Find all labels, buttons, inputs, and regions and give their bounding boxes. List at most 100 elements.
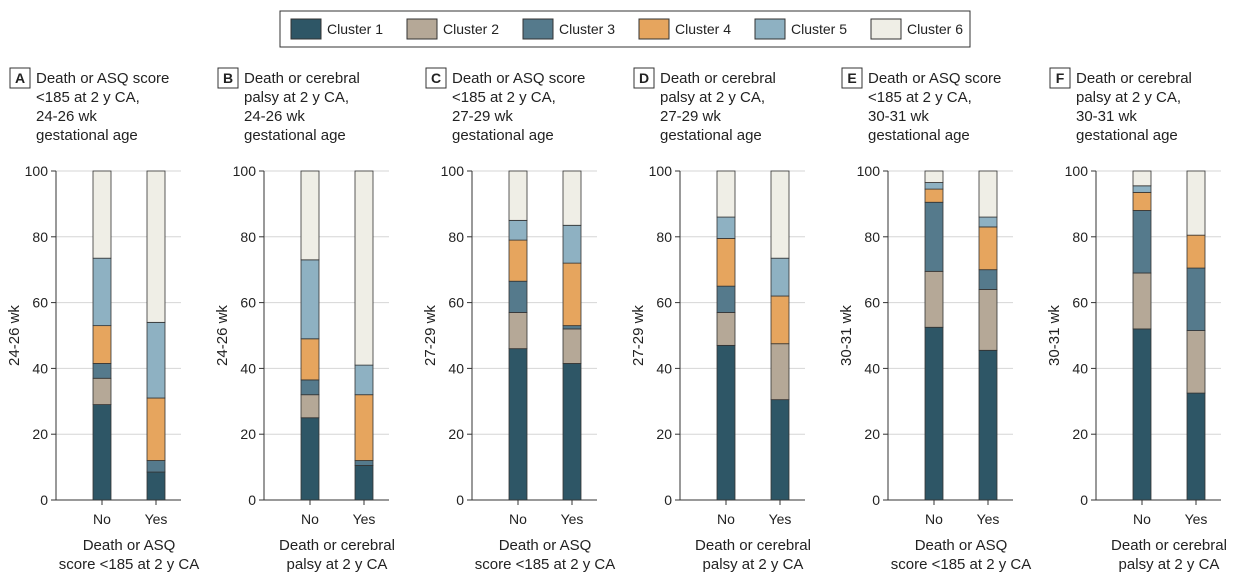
x-axis-label-line: Death or cerebral xyxy=(695,537,811,554)
x-tick-label: Yes xyxy=(353,511,376,527)
bar-segment xyxy=(562,325,582,330)
panel-title-line: 27-29 wk xyxy=(452,108,513,125)
x-tick-label: No xyxy=(93,511,111,527)
bar-segment xyxy=(300,338,320,381)
bar-segment xyxy=(146,170,166,323)
legend-label: Cluster 4 xyxy=(675,21,731,37)
y-tick-label: 40 xyxy=(32,360,48,376)
y-tick-label: 80 xyxy=(656,229,672,245)
bar-segment xyxy=(1132,272,1152,330)
y-tick-label: 20 xyxy=(1072,426,1088,442)
y-tick-label: 0 xyxy=(664,492,672,508)
x-tick-label: No xyxy=(301,511,319,527)
panel-title-line: <185 at 2 y CA, xyxy=(868,89,972,106)
bar-segment xyxy=(354,465,374,501)
x-axis-label-line: score <185 at 2 y CA xyxy=(475,556,616,573)
y-tick-label: 20 xyxy=(240,426,256,442)
panel-letter-box xyxy=(1049,67,1071,89)
bar-segment xyxy=(92,325,112,364)
bar-segment xyxy=(716,216,736,239)
bar-segment xyxy=(508,219,528,241)
x-tick-label: Yes xyxy=(145,511,168,527)
legend-label: Cluster 5 xyxy=(791,21,847,37)
panel-title-line: Death or cerebral xyxy=(660,70,776,87)
bar-segment xyxy=(146,397,166,461)
legend-label: Cluster 2 xyxy=(443,21,499,37)
bar-segment xyxy=(924,201,944,272)
bar-segment xyxy=(146,471,166,501)
y-tick-label: 60 xyxy=(448,295,464,311)
bar-segment xyxy=(300,417,320,501)
y-tick-label: 0 xyxy=(248,492,256,508)
bar-segment xyxy=(1186,330,1206,394)
y-tick-label: 80 xyxy=(240,229,256,245)
bar-segment xyxy=(562,328,582,364)
y-tick-label: 80 xyxy=(864,229,880,245)
legend-label: Cluster 3 xyxy=(559,21,615,37)
y-tick-label: 100 xyxy=(233,163,257,179)
panel-title-line: 30-31 wk xyxy=(1076,108,1137,125)
bar-segment xyxy=(146,321,166,399)
panel-title-line: Death or cerebral xyxy=(1076,70,1192,87)
x-axis-label-line: Death or ASQ xyxy=(83,537,176,554)
bar-segment xyxy=(300,259,320,340)
legend-swatch xyxy=(754,18,786,40)
bar-segment xyxy=(354,460,374,466)
bar-segment xyxy=(924,188,944,203)
bar-segment xyxy=(716,312,736,346)
legend-swatch xyxy=(290,18,322,40)
y-tick-label: 0 xyxy=(456,492,464,508)
bar-segment xyxy=(770,399,790,501)
bar-segment xyxy=(92,404,112,501)
panel-letter: D xyxy=(639,70,649,86)
y-tick-label: 0 xyxy=(1080,492,1088,508)
x-axis-label-line: palsy at 2 y CA xyxy=(287,556,388,573)
panel-title-line: <185 at 2 y CA, xyxy=(36,89,140,106)
panel-title-line: gestational age xyxy=(36,127,138,144)
y-axis-label: 27-29 wk xyxy=(630,305,647,366)
legend-swatch xyxy=(638,18,670,40)
panel-letter-box xyxy=(217,67,239,89)
panel-letter: F xyxy=(1056,70,1065,86)
y-tick-label: 80 xyxy=(1072,229,1088,245)
bar-segment xyxy=(924,326,944,501)
chart-panel-f: F Death or cerebral palsy at 2 y CA, 30-31 … xyxy=(1046,67,1227,573)
y-tick-label: 40 xyxy=(1072,360,1088,376)
bar-segment xyxy=(924,270,944,328)
bar-segment xyxy=(978,289,998,351)
chart-panel-d: D Death or cerebral palsy at 2 y CA, 27-29 … xyxy=(630,67,811,573)
x-tick-label: No xyxy=(717,511,735,527)
bar-segment xyxy=(562,224,582,264)
y-axis-label: 27-29 wk xyxy=(422,305,439,366)
bar-segment xyxy=(562,170,582,226)
y-tick-label: 100 xyxy=(649,163,673,179)
panel-letter-box xyxy=(9,67,31,89)
x-tick-label: Yes xyxy=(769,511,792,527)
panel-title-line: 24-26 wk xyxy=(36,108,97,125)
bar-segment xyxy=(1186,392,1206,501)
panel-letter: E xyxy=(847,70,856,86)
y-tick-label: 60 xyxy=(864,295,880,311)
chart-panel-a: A Death or ASQ score <185 at 2 y CA, 24-26 … xyxy=(6,67,199,573)
bar-segment xyxy=(562,363,582,501)
y-tick-label: 60 xyxy=(240,295,256,311)
bar-segment xyxy=(1132,328,1152,501)
x-tick-label: Yes xyxy=(1185,511,1208,527)
bar-segment xyxy=(300,379,320,396)
panel-title-line: 30-31 wk xyxy=(868,108,929,125)
bar-segment xyxy=(770,343,790,401)
bar-segment xyxy=(978,269,998,290)
legend-label: Cluster 1 xyxy=(327,21,383,37)
y-axis-label: 30-31 wk xyxy=(838,305,855,366)
panel-title-line: palsy at 2 y CA, xyxy=(1076,89,1181,106)
panel-letter-box xyxy=(633,67,655,89)
x-axis-label-line: score <185 at 2 y CA xyxy=(891,556,1032,573)
bar-segment xyxy=(1186,170,1206,236)
bar-segment xyxy=(716,170,736,218)
x-tick-label: No xyxy=(925,511,943,527)
panel-title-line: Death or ASQ score xyxy=(452,70,585,87)
bar-segment xyxy=(978,349,998,501)
panel-title-line: gestational age xyxy=(868,127,970,144)
bar-segment xyxy=(978,226,998,271)
